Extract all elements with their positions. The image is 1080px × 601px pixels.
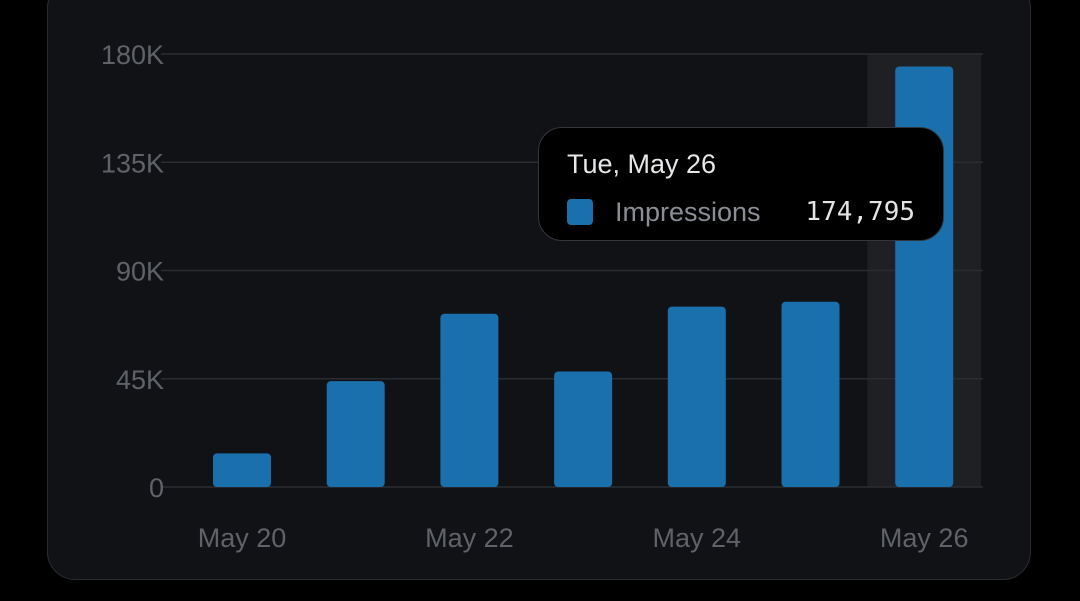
y-tick-label: 45K [116, 365, 164, 395]
bar [781, 301, 840, 487]
x-tick-label: May 20 [198, 523, 287, 553]
tooltip-series-swatch [567, 199, 593, 225]
tooltip-title: Tue, May 26 [567, 149, 717, 179]
bar [667, 306, 726, 487]
bar [440, 313, 499, 487]
x-tick-label: May 22 [425, 523, 514, 553]
chart-tooltip: Tue, May 26 Impressions 174,795 [538, 127, 944, 241]
bar-chart: 0 45K 90K 135K 180K May 20 May 22 May 24 May 26 [101, 40, 983, 553]
tooltip-row: Impressions 174,795 [567, 196, 915, 228]
tooltip-value: 174,795 [805, 197, 915, 227]
bar [326, 381, 385, 487]
y-tick-label: 90K [116, 257, 164, 287]
bar [554, 371, 613, 487]
chart-card: 0 45K 90K 135K 180K May 20 May 22 May 24 May 26 … [47, 0, 1031, 580]
tooltip-series-name: Impressions [615, 196, 761, 227]
bar [213, 453, 271, 487]
x-tick-label: May 24 [653, 523, 742, 553]
x-tick-label: May 26 [880, 523, 969, 553]
y-tick-label: 180K [101, 40, 164, 70]
y-tick-label: 135K [101, 148, 164, 178]
y-tick-label: 0 [149, 473, 164, 503]
